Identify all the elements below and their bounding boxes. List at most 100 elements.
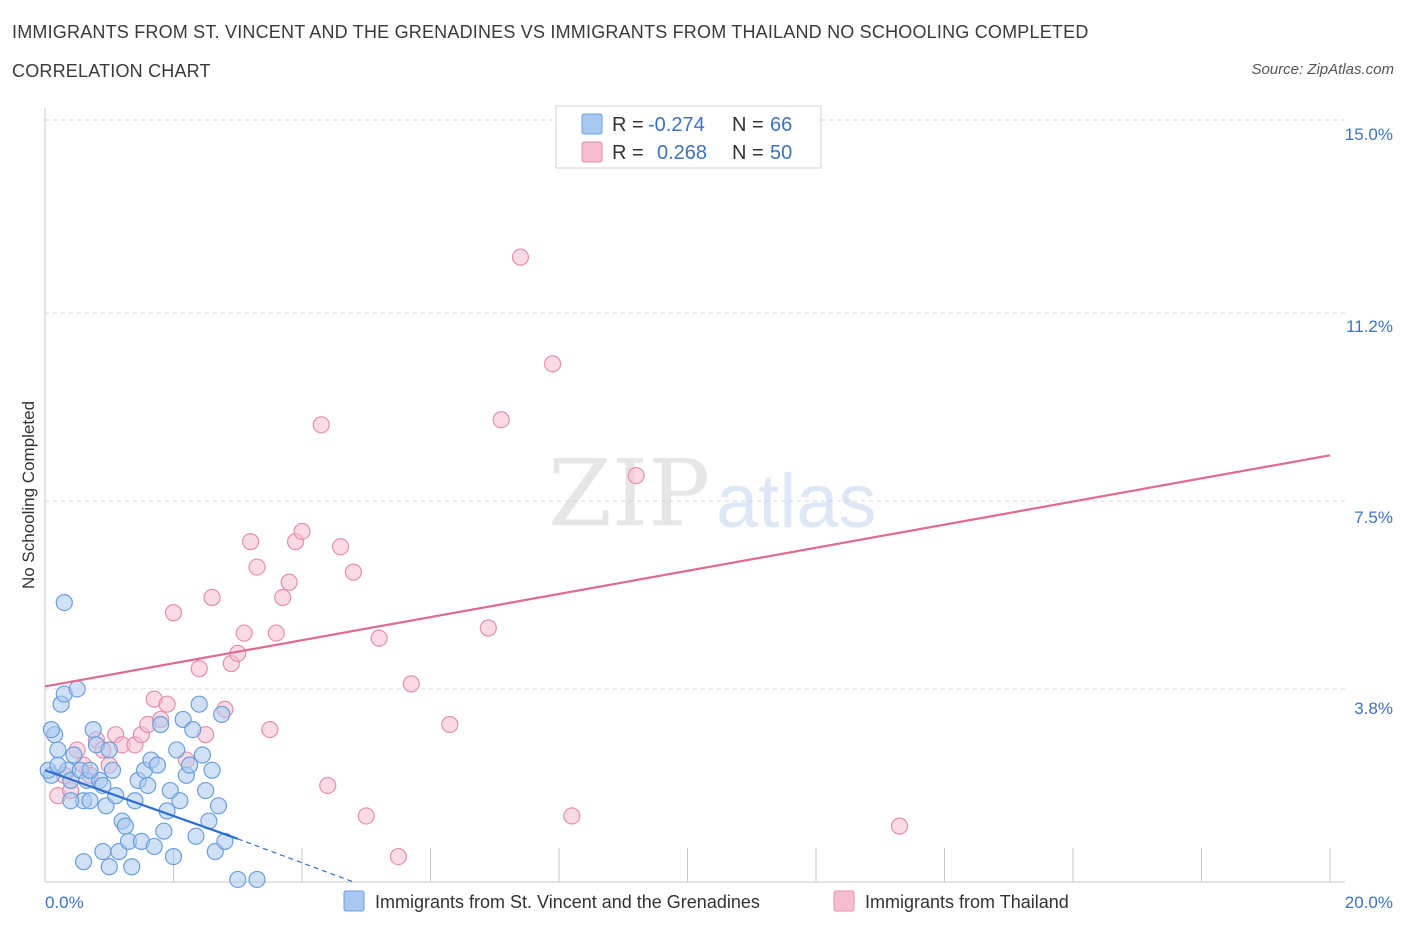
legend-n-label: N = [732,142,764,164]
data-point [148,756,167,774]
trend-line [44,769,239,840]
data-point [68,680,86,698]
data-point [370,629,388,647]
data-point [116,817,134,835]
st-vincent-points [39,593,266,889]
data-point [312,416,330,434]
data-point [441,715,459,734]
data-point [139,776,157,795]
data-point [81,761,99,779]
data-point [100,741,118,759]
data-point [890,817,909,835]
data-point [190,660,208,678]
data-point [145,837,163,856]
data-point [184,720,202,739]
series-legend-label: Immigrants from St. Vincent and the Gren… [375,892,760,912]
data-point [55,593,73,612]
data-point [203,588,221,607]
x-tick-label-min: 0.0% [45,893,84,912]
legend-swatch-blue [581,113,603,135]
y-tick-label: 3.8% [1354,699,1393,718]
data-point [209,797,228,815]
data-point [357,807,375,825]
data-point [248,558,266,576]
legend-n-label: N = [732,114,764,136]
y-tick-label: 11.2% [1346,317,1393,336]
legend-n-value: 66 [770,114,792,136]
data-point [479,619,497,637]
data-point [171,792,189,810]
y-tick-labels: 3.8% 7.5% 11.2% 15.0% [1345,125,1393,718]
chart-title: IMMIGRANTS FROM ST. VINCENT AND THE GREN… [12,22,1089,42]
data-point [267,624,285,642]
data-point [49,756,67,774]
data-point [190,695,208,713]
chart-subtitle: CORRELATION CHART [12,61,211,81]
trend-line [44,454,1331,688]
data-point [331,538,350,556]
data-point [42,720,61,739]
legend-r-label: R = [612,114,644,136]
data-point [543,355,562,373]
series-legend: Immigrants from St. Vincent and the Gren… [343,890,1069,912]
data-point [627,467,645,485]
gridlines [45,119,1345,690]
legend-r-label: R = [612,142,644,164]
data-point [319,776,337,795]
legend-swatch-pink [581,141,603,163]
data-point [158,695,176,713]
series-legend-label: Immigrants from Thailand [865,892,1069,912]
data-point [203,761,221,779]
data-point [389,847,407,866]
data-point [261,720,279,739]
data-point [180,756,199,774]
data-point [164,847,183,866]
data-point [511,248,530,266]
data-point [168,741,186,759]
data-point [229,870,247,889]
trend-line-extension [237,838,354,883]
series-legend-swatch-blue [343,890,365,912]
data-point [274,588,292,607]
data-point [280,573,298,591]
data-point [103,761,122,779]
trend-lines [44,454,1331,883]
watermark: ZIP atlas [548,440,877,547]
data-point [402,675,420,693]
data-point [65,746,83,764]
legend-n-value: 50 [770,142,792,164]
data-point [155,822,173,840]
data-point [193,746,212,764]
correlation-legend: R = -0.274 N = 66 R = 0.268 N = 50 [555,105,822,169]
data-point [197,781,215,800]
data-point [563,807,581,825]
data-point [248,870,266,889]
data-point [152,715,170,734]
y-axis-label: No Schooling Completed [19,401,38,589]
watermark-atlas: atlas [716,459,877,544]
data-point [49,741,67,759]
data-point [235,624,253,642]
data-point [293,522,311,541]
series-legend-swatch-pink [833,890,855,912]
data-point [62,792,80,810]
data-point [81,792,99,810]
x-axis-ticks [173,848,1331,882]
y-tick-label: 7.5% [1354,508,1393,527]
data-point [344,563,362,581]
watermark-zip: ZIP [548,440,710,547]
data-point [187,827,205,845]
thailand-points [49,248,909,866]
data-point [164,604,183,622]
data-point [123,858,141,876]
data-point [84,720,102,739]
data-point [100,858,118,876]
x-tick-label-max: 20.0% [1345,893,1393,912]
legend-r-value: 0.268 [657,142,707,164]
data-point [213,705,231,723]
data-point [94,842,112,861]
data-point [242,533,260,551]
y-tick-label: 15.0% [1345,125,1393,144]
legend-r-value: -0.274 [648,114,705,136]
